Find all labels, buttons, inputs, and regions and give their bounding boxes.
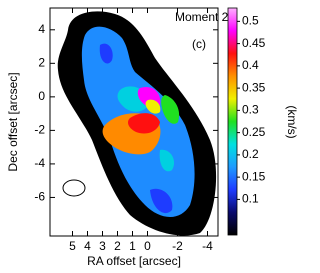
y-tick-label: -2 [34, 123, 45, 137]
y-axis-label: Dec offset [arcsec] [6, 72, 20, 171]
chart-title: Moment 2 [175, 10, 229, 24]
y-tick-label: -6 [34, 190, 45, 204]
x-tick-label: 0 [144, 239, 151, 253]
colorbar-tick-label: 0.1 [242, 192, 259, 206]
colorbar [227, 7, 238, 236]
y-tick-label: 0 [38, 89, 45, 103]
x-tick-label: -2 [172, 239, 183, 253]
beam [62, 179, 86, 197]
emission-red [128, 113, 160, 134]
colorbar-tick-label: 0.45 [242, 36, 266, 50]
x-tick-label: 3 [99, 239, 106, 253]
colorbar-tick-label: 0.35 [242, 80, 266, 94]
moment-map [57, 11, 217, 236]
x-axis-label: RA offset [arcsec] [87, 254, 181, 268]
emission-deepblue [99, 43, 173, 214]
y-tick-label: -4 [34, 156, 45, 170]
colorbar-tick-label: 0.2 [242, 147, 259, 161]
colorbar-tick-label: 0.5 [242, 14, 259, 28]
colorbar-tick-label: 0.25 [242, 125, 266, 139]
x-tick-label: 4 [84, 239, 91, 253]
plot-frame [49, 7, 219, 237]
x-tick-label: 5 [69, 239, 76, 253]
x-tick-label: 2 [114, 239, 121, 253]
emission-green [161, 95, 180, 124]
emission-yellow [145, 99, 161, 114]
colorbar-tick-label: 0.15 [242, 169, 266, 183]
chart: Moment 2 (c) RA offset [arcsec] Dec offs… [6, 7, 299, 268]
x-tick-label: 1 [129, 239, 136, 253]
panel-label: (c) [192, 37, 206, 51]
colorbar-label: (km/s) [285, 105, 299, 138]
y-tick-label: 2 [38, 55, 45, 69]
y-tick-label: 4 [38, 22, 45, 36]
emission-cyan [117, 86, 175, 172]
x-tick-label: -4 [202, 239, 213, 253]
colorbar-tick-label: 0.3 [242, 103, 259, 117]
colorbar-tick-label: 0.4 [242, 58, 259, 72]
